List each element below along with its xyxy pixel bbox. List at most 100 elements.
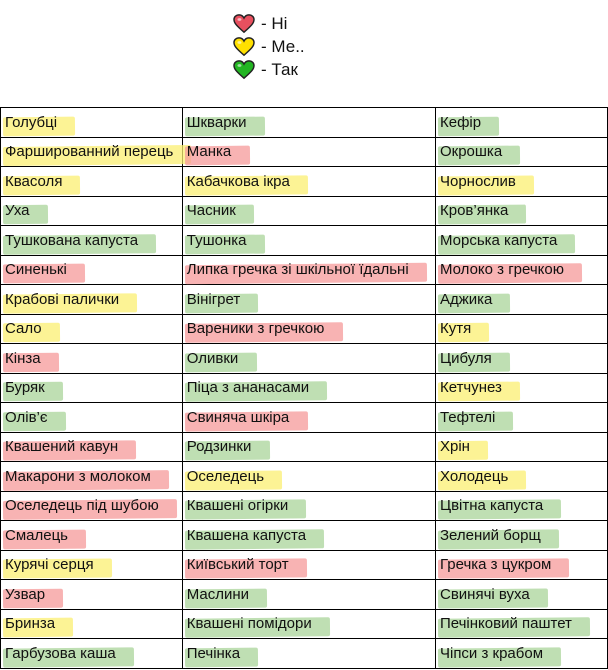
table-cell: Курячі серця (0, 549, 183, 580)
highlight-meh: Кутя (440, 320, 471, 337)
table-cell: Маслини (181, 579, 436, 610)
table-cell: Цвітна капуста (434, 490, 608, 521)
highlight-meh: Чорнослив (440, 173, 516, 190)
heart-icon (233, 13, 255, 33)
table-row: Уха Часник Кров’янка (0, 195, 608, 226)
table-row: Квашений кавун Родзинки Хрін (0, 431, 608, 462)
table-row: Буряк Піца з ананасами Кетчунез (0, 372, 608, 403)
table-cell: Макарони з молоком (0, 461, 183, 492)
food-name: Квашений кавун (5, 438, 119, 456)
highlight-yes: Квашена капуста (187, 527, 306, 544)
highlight-yes: Цвітна капуста (440, 497, 543, 514)
highlight-yes: Свинячі вуха (440, 586, 530, 603)
food-name: Свинячі вуха (439, 585, 530, 603)
food-name: Чорнослив (439, 172, 516, 190)
highlight-yes: Оливки (187, 350, 239, 367)
legend-label: - Так (261, 59, 298, 79)
legend-item-yes: - Так (233, 58, 305, 81)
highlight-yes: Кефір (440, 114, 481, 131)
table-cell: Оливки (181, 343, 436, 374)
highlight-yes: Морська капуста (440, 232, 557, 249)
highlight-meh: Кетчунез (440, 379, 502, 396)
highlight-no: Київський торт (187, 556, 289, 573)
legend-label: - Ні (261, 13, 288, 33)
food-name: Шкварки (186, 113, 247, 131)
highlight-no: Свиняча шкіра (187, 409, 290, 426)
highlight-meh: Фаршированний перець (5, 143, 173, 160)
highlight-meh: Крабові палички (5, 291, 119, 308)
highlight-meh: Голубці (5, 114, 57, 131)
highlight-yes: Олів’є (5, 409, 48, 426)
table-cell: Квашена капуста (181, 520, 436, 551)
table-cell: Зелений борщ (434, 520, 608, 551)
table-cell: Кутя (434, 313, 608, 344)
food-name: Узвар (5, 585, 46, 603)
table-cell: Крабові палички (0, 284, 183, 315)
food-name: Кутя (439, 320, 472, 338)
table-row: Сало Вареники з гречкою Кутя (0, 313, 608, 344)
highlight-no: Вареники з гречкою (187, 320, 325, 337)
table-cell: Кефір (434, 107, 608, 138)
highlight-yes: Тушкована капуста (5, 232, 138, 249)
food-table: Голубці Шкварки Кефір Фаршированний перець М… (0, 107, 608, 669)
table-cell: Тушкована капуста (0, 225, 183, 256)
table-cell: Чорнослив (434, 166, 608, 197)
highlight-yes: Родзинки (187, 438, 252, 455)
table-cell: Аджика (434, 284, 608, 315)
table-cell: Манка (181, 136, 436, 167)
table-row: Крабові палички Вінігрет Аджика (0, 284, 608, 315)
table-cell: Родзинки (181, 431, 436, 462)
table-cell: Голубці (0, 107, 183, 138)
legend: - Ні - Ме.. - Так (233, 12, 305, 81)
highlight-yes: Окрошка (440, 143, 502, 160)
table-cell: Квасоля (0, 166, 183, 197)
highlight-no: Макарони з молоком (5, 468, 151, 485)
table-cell: Оселедець (181, 461, 436, 492)
table-row: Тушкована капуста Тушонка Морська капуста (0, 225, 608, 256)
food-name: Піца з ананасами (186, 379, 310, 397)
highlight-yes: Піца з ананасами (187, 379, 309, 396)
table-cell: Синенькі (0, 254, 183, 285)
highlight-no: Узвар (5, 586, 45, 603)
food-name: Цвітна капуста (439, 497, 544, 515)
table-cell: Печінковий паштет (434, 608, 608, 639)
table-cell: Липка гречка зі шкільної їдальні (181, 254, 436, 285)
food-name: Холодець (439, 467, 509, 485)
table-cell: Молоко з гречкою (434, 254, 608, 285)
food-name: Окрошка (439, 143, 503, 161)
highlight-yes: Часник (187, 202, 236, 219)
table-cell: Олів’є (0, 402, 183, 433)
food-name: Голубці (5, 113, 58, 131)
food-name: Тушонка (186, 231, 247, 249)
food-name: Кабачкова ікра (186, 172, 290, 190)
table-row: Узвар Маслини Свинячі вуха (0, 579, 608, 610)
table-cell: Уха (0, 195, 183, 226)
heart-icon (233, 36, 255, 56)
food-name: Крабові палички (5, 290, 120, 308)
food-name: Кетчунез (439, 379, 502, 397)
highlight-meh: Кабачкова ікра (187, 173, 290, 190)
table-row: Смалець Квашена капуста Зелений борщ (0, 520, 608, 551)
food-name: Київський торт (186, 556, 289, 574)
food-name: Печінка (186, 644, 241, 662)
food-name: Макарони з молоком (5, 467, 151, 485)
highlight-no: Кінза (5, 350, 41, 367)
food-name: Кінза (5, 349, 41, 367)
table-row: Олів’є Свиняча шкіра Тефтелі (0, 402, 608, 433)
highlight-meh: Курячі серця (5, 556, 94, 573)
highlight-yes: Буряк (5, 379, 45, 396)
table-cell: Бринза (0, 608, 183, 639)
table-cell: Оселедець під шубою (0, 490, 183, 521)
food-name: Тушкована капуста (5, 231, 139, 249)
highlight-meh: Оселедець (187, 468, 264, 485)
food-name: Уха (5, 202, 30, 220)
food-name: Чіпси з крабом (439, 644, 544, 662)
highlight-yes: Печінковий паштет (440, 615, 572, 632)
food-name: Квашені помідори (186, 615, 312, 633)
food-name: Манка (186, 143, 232, 161)
legend-label: - Ме.. (261, 36, 305, 56)
table-cell: Вареники з гречкою (181, 313, 436, 344)
table-cell: Свинячі вуха (434, 579, 608, 610)
table-cell: Піца з ананасами (181, 372, 436, 403)
highlight-no: Манка (187, 143, 232, 160)
